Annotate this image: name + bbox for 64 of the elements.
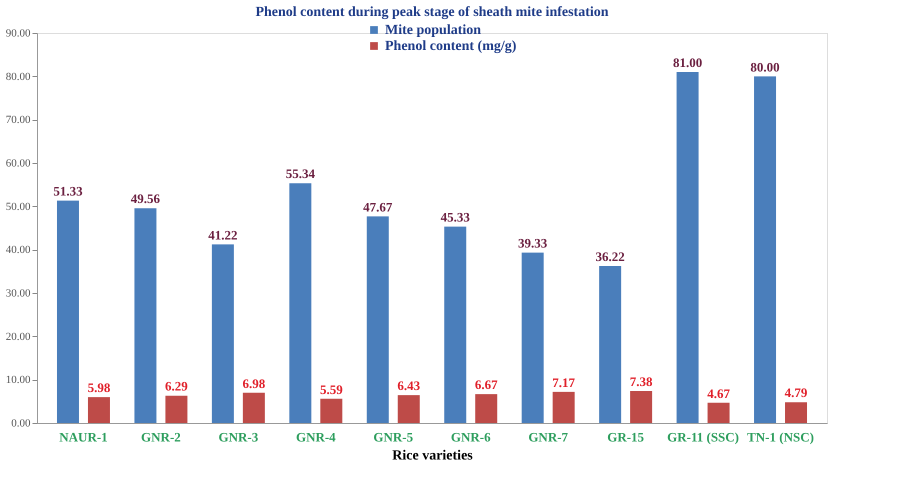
bar <box>289 183 312 423</box>
data-label: 45.33 <box>440 210 470 225</box>
bar <box>754 76 776 423</box>
x-tick-label: GNR-7 <box>528 430 569 444</box>
data-label: 6.98 <box>242 376 266 391</box>
data-label: 4.67 <box>707 386 730 401</box>
legend-label: Mite population <box>385 23 482 38</box>
bar <box>88 397 110 423</box>
data-label: 51.33 <box>53 184 84 199</box>
y-tick-label: 60.00 <box>6 158 31 170</box>
x-tick-label: TN-1 (NSC) <box>747 430 814 444</box>
bar <box>599 266 622 423</box>
data-label: 6.43 <box>397 378 421 394</box>
bar <box>165 396 188 423</box>
bar <box>676 72 699 423</box>
bar <box>475 394 498 423</box>
x-tick-label: GNR-2 <box>141 430 181 444</box>
data-label: 81.00 <box>672 55 702 70</box>
bar <box>398 395 420 423</box>
data-label: 7.38 <box>630 374 653 390</box>
data-label: 6.29 <box>165 378 188 394</box>
x-tick-label: GR-15 <box>607 430 645 444</box>
bar <box>522 252 544 423</box>
y-tick-label: 30.00 <box>6 288 31 300</box>
data-label: 5.59 <box>320 382 344 397</box>
bar <box>444 226 466 423</box>
data-label: 5.98 <box>88 380 111 396</box>
bar <box>708 402 730 423</box>
bar <box>242 392 265 423</box>
data-label: 4.79 <box>784 385 808 400</box>
y-tick-label: 40.00 <box>6 244 31 256</box>
y-tick-label: 70.00 <box>6 114 31 126</box>
data-label: 49.56 <box>130 191 161 206</box>
data-label: 6.67 <box>474 377 498 392</box>
data-label: 7.17 <box>552 374 576 390</box>
data-label: 80.00 <box>750 59 780 74</box>
bar <box>366 216 389 423</box>
data-label: 55.34 <box>286 166 316 182</box>
bar <box>552 392 575 423</box>
bar <box>630 391 652 423</box>
chart-title: Phenol content during peak stage of sheath mite infestation <box>255 5 609 20</box>
y-tick-label: 10.00 <box>6 374 31 386</box>
data-label: 39.33 <box>518 236 548 251</box>
x-tick-label: GR-11 (SSC) <box>667 430 740 444</box>
data-label: 41.22 <box>208 227 238 242</box>
x-axis-title: Rice varieties <box>392 448 474 464</box>
y-tick-label: 80.00 <box>6 70 31 83</box>
data-label: 47.67 <box>363 199 393 214</box>
x-tick-label: GNR-6 <box>450 430 492 444</box>
bar <box>56 200 79 423</box>
bar <box>212 244 234 423</box>
x-tick-label: GNR-3 <box>218 430 259 444</box>
legend-label: Phenol content (mg/g) <box>385 39 517 54</box>
y-tick-label: 50.00 <box>6 200 31 213</box>
y-tick-label: 90.00 <box>6 28 31 40</box>
x-tick-label: GNR-4 <box>296 430 336 444</box>
data-label: 36.22 <box>596 249 625 264</box>
y-tick-label: 20.00 <box>6 330 31 343</box>
bar <box>134 208 156 423</box>
bar <box>320 398 342 423</box>
y-tick-label: 0.00 <box>11 418 31 430</box>
bar <box>785 402 808 423</box>
x-tick-label: GNR-5 <box>373 430 414 444</box>
x-tick-label: NAUR-1 <box>59 430 108 444</box>
